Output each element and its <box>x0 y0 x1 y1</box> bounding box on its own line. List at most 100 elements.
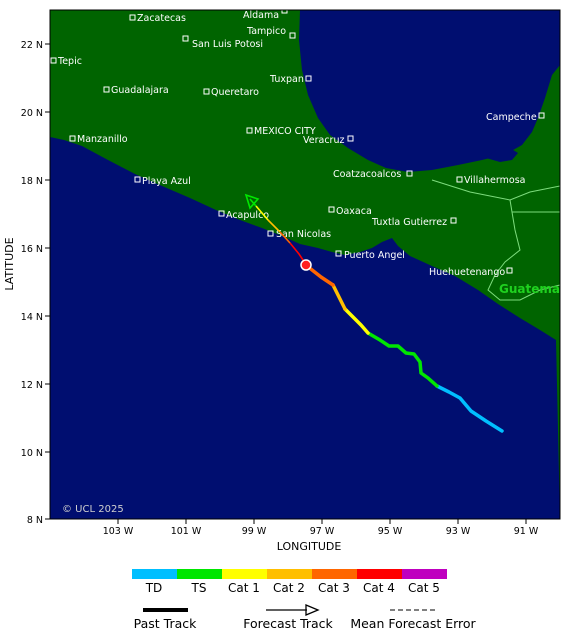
city-label-aldama: Aldama <box>243 10 279 21</box>
city-label-oaxaca: Oaxaca <box>336 206 372 217</box>
city-marker-coatzacoalcos <box>406 170 413 177</box>
city-label-zacatecas: Zacatecas <box>137 13 186 24</box>
mean-forecast-error-label: Mean Forecast Error <box>350 616 476 631</box>
lat-tick-8: 8 N <box>27 515 43 526</box>
forecast-segment-ts <box>249 198 257 207</box>
lat-tick-22: 22 N <box>21 40 43 51</box>
city-label-villahermosa: Villahermosa <box>464 175 525 186</box>
city-marker-guadalajara <box>103 86 110 93</box>
legend-swatch-cat1 <box>222 569 267 579</box>
city-marker-tuxpan <box>305 75 312 82</box>
lon-tick-101: 101 W <box>171 526 202 537</box>
copyright-text: © UCL 2025 <box>62 504 124 515</box>
legend-swatch-ts <box>177 569 222 579</box>
city-marker-huehuetenango <box>506 267 513 274</box>
lat-tick-16: 16 N <box>21 244 43 255</box>
city-label-tampico: Tampico <box>246 26 286 37</box>
city-label-guadalajara: Guadalajara <box>111 85 169 96</box>
city-marker-zacatecas <box>129 14 136 21</box>
city-marker-acapulco <box>218 210 225 217</box>
city-label-huehuetenango: Huehuetenango <box>429 267 505 278</box>
track-segment-cat1 <box>343 307 370 335</box>
lon-tick-97: 97 W <box>310 526 335 537</box>
city-label-acapulco: Acapulco <box>226 210 269 221</box>
lat-tick-14: 14 N <box>21 312 43 323</box>
lon-tick-93: 93 W <box>446 526 471 537</box>
land-coast-detail <box>486 148 518 162</box>
lon-tick-103: 103 W <box>103 526 134 537</box>
forecast-segment-cat2 <box>267 219 281 233</box>
city-label-puerto-angel: Puerto Angel <box>344 250 405 261</box>
intensity-legend: TD TS Cat 1 Cat 2 Cat 3 Cat 4 Cat 5 <box>132 569 447 595</box>
city-marker-campeche <box>538 112 545 119</box>
city-markers <box>50 10 545 274</box>
city-label-coatzacoalcos: Coatzacoalcos <box>333 169 401 180</box>
city-marker-manzanillo <box>69 135 76 142</box>
city-label-campeche: Campeche <box>486 112 537 123</box>
city-marker-san-nicolas <box>267 230 274 237</box>
legend-label-cat1: Cat 1 <box>228 581 260 595</box>
legend-label-cat3: Cat 3 <box>318 581 350 595</box>
city-label-veracruz: Veracruz <box>303 135 344 146</box>
legend-swatch-cat2 <box>267 569 312 579</box>
past-track-label: Past Track <box>134 616 197 631</box>
x-axis-title: LONGITUDE <box>277 540 342 553</box>
city-marker-mexico-city <box>246 127 253 134</box>
city-marker-villahermosa <box>456 176 463 183</box>
lon-tick-95: 95 W <box>378 526 403 537</box>
track-segment-cat2 <box>331 283 347 311</box>
plot-border <box>49 9 561 520</box>
city-marker-queretaro <box>203 88 210 95</box>
track-segment-td <box>435 384 504 433</box>
track-segment-cat3 <box>305 264 335 287</box>
forecast-segment-cat1 <box>255 205 269 221</box>
city-marker-oaxaca <box>328 206 335 213</box>
city-marker-tampico <box>289 32 296 39</box>
forecast-track-arrow-icon <box>305 604 320 616</box>
current-position-marker <box>300 259 312 271</box>
city-label-manzanillo: Manzanillo <box>77 134 128 145</box>
legend-label-td: TD <box>145 581 163 595</box>
country-label-guatemala: Guatema <box>499 282 560 296</box>
legend-label-ts: TS <box>191 581 207 595</box>
city-label-queretaro: Queretaro <box>211 87 259 98</box>
city-label-playa-azul: Playa Azul <box>142 176 191 187</box>
lat-axis: 22 N 20 N 18 N 16 N 14 N 12 N 10 N 8 N L… <box>3 40 50 526</box>
city-label-mexico-city: MEXICO CITY <box>254 126 316 137</box>
country-borders <box>431 179 560 301</box>
lat-tick-20: 20 N <box>21 108 43 119</box>
city-marker-veracruz <box>347 135 354 142</box>
legend-swatch-cat3 <box>312 569 357 579</box>
legend-label-cat4: Cat 4 <box>363 581 395 595</box>
legend-swatch-cat5 <box>402 569 447 579</box>
track-segment-ts <box>366 331 439 388</box>
city-label-tuxpan: Tuxpan <box>269 74 304 85</box>
city-marker-tuxtla-gutierrez <box>450 217 457 224</box>
city-marker-playa-azul <box>134 176 141 183</box>
y-axis-title: LATITUDE <box>3 237 16 290</box>
past-track <box>305 264 504 433</box>
track-legend: Past Track Forecast Track Mean Forecast … <box>134 604 477 631</box>
lat-tick-12: 12 N <box>21 380 43 391</box>
forecast-track-label: Forecast Track <box>243 616 333 631</box>
legend-swatch-cat4 <box>357 569 402 579</box>
city-labels: Zacatecas Aldama Tampico San Luis Potosi… <box>57 10 537 278</box>
forecast-arrow-head <box>244 193 260 210</box>
legend-label-cat2: Cat 2 <box>273 581 305 595</box>
city-marker-tepic <box>50 57 57 64</box>
legend-label-cat5: Cat 5 <box>408 581 440 595</box>
land-mainland <box>50 10 560 519</box>
lon-tick-99: 99 W <box>242 526 267 537</box>
lon-tick-91: 91 W <box>514 526 539 537</box>
lat-tick-18: 18 N <box>21 176 43 187</box>
city-label-tepic: Tepic <box>57 56 82 67</box>
forecast-segment-cat3 <box>279 231 291 244</box>
city-marker-puerto-angel <box>335 250 342 257</box>
legend-swatch-td <box>132 569 177 579</box>
city-label-san-luis-potosi: San Luis Potosi <box>192 39 263 50</box>
lon-axis: 103 W 101 W 99 W 97 W 95 W 93 W 91 W LON… <box>103 519 539 553</box>
city-label-tuxtla-gutierrez: Tuxtla Gutierrez <box>371 217 447 228</box>
map-plot-area: Zacatecas Aldama Tampico San Luis Potosi… <box>50 10 560 519</box>
city-label-san-nicolas: San Nicolas <box>276 229 331 240</box>
